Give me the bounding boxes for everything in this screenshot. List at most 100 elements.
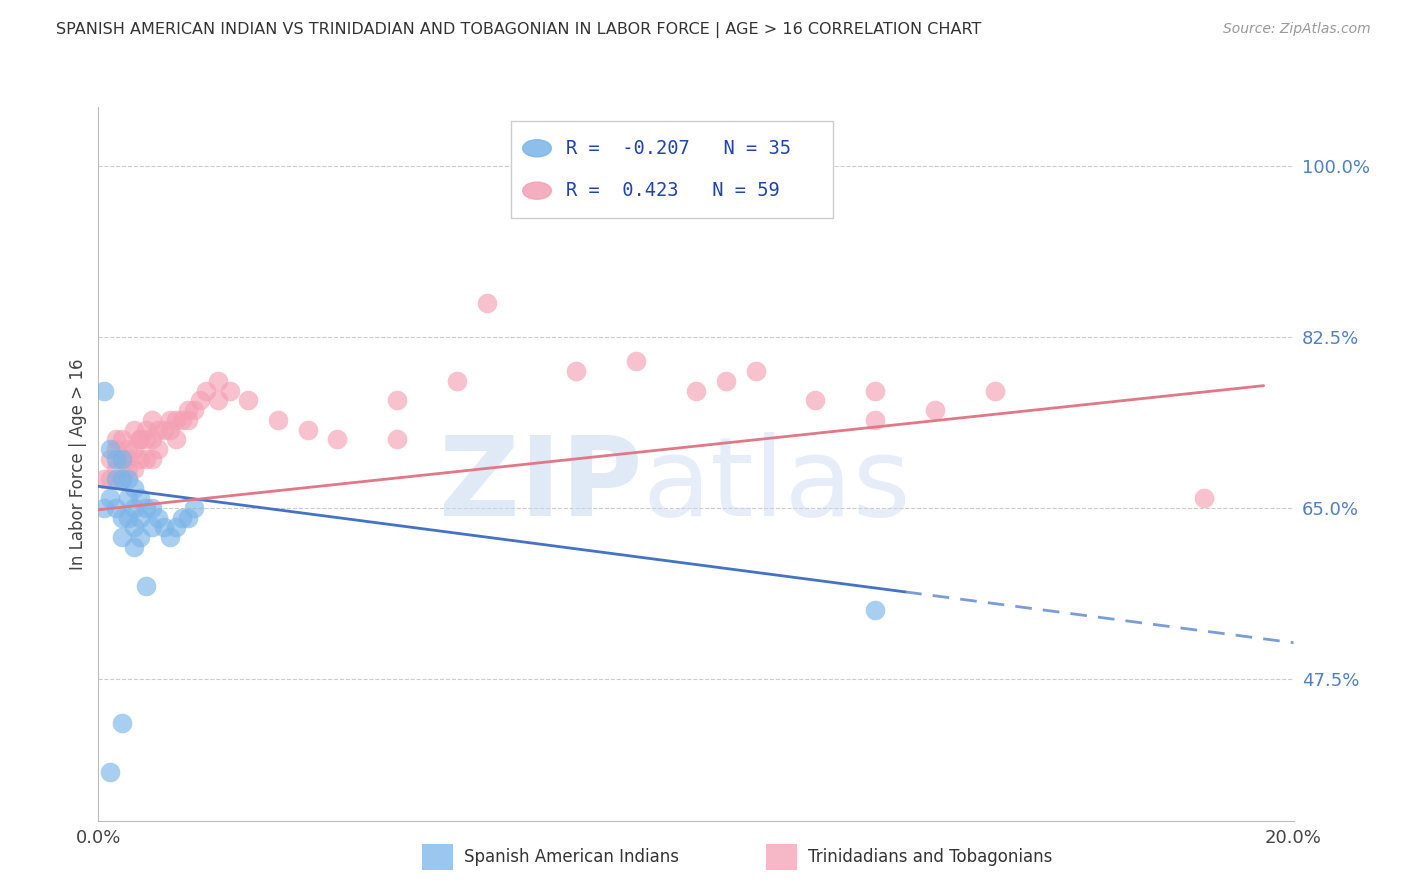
Point xyxy=(124,423,146,437)
Text: R =  0.423   N = 59: R = 0.423 N = 59 xyxy=(565,181,779,200)
Point xyxy=(111,433,134,447)
Point xyxy=(165,520,187,534)
Text: atlas: atlas xyxy=(643,432,911,539)
Point xyxy=(117,510,139,524)
Point xyxy=(207,374,229,388)
Point xyxy=(105,442,128,457)
Point xyxy=(194,384,218,398)
Point xyxy=(105,433,128,447)
Point xyxy=(111,452,134,467)
Point xyxy=(865,603,887,617)
Point xyxy=(124,442,146,457)
Point xyxy=(177,403,200,417)
Point xyxy=(117,452,139,467)
Text: ZIP: ZIP xyxy=(439,432,643,539)
Point xyxy=(685,384,707,398)
Point xyxy=(177,413,200,427)
Point xyxy=(105,500,128,515)
Point xyxy=(177,510,200,524)
Point xyxy=(297,423,319,437)
Point xyxy=(98,471,122,485)
Point xyxy=(129,510,152,524)
Point xyxy=(98,452,122,467)
Point xyxy=(129,452,152,467)
Point xyxy=(124,461,146,475)
Point xyxy=(141,413,163,427)
Point xyxy=(148,442,170,457)
Point xyxy=(624,354,647,368)
Point xyxy=(105,461,128,475)
Point xyxy=(865,413,887,427)
Point xyxy=(111,715,134,730)
Point xyxy=(983,384,1005,398)
Point xyxy=(267,413,290,427)
Point xyxy=(111,530,134,544)
Point xyxy=(141,520,163,534)
Point xyxy=(129,433,152,447)
Point xyxy=(124,500,146,515)
Point xyxy=(111,510,134,524)
Point xyxy=(111,471,134,485)
Point xyxy=(865,384,887,398)
Point xyxy=(183,403,205,417)
Point xyxy=(93,471,115,485)
Point xyxy=(207,393,229,408)
Point xyxy=(745,364,768,378)
Point xyxy=(565,364,588,378)
Point xyxy=(236,393,259,408)
Point xyxy=(924,403,946,417)
Point xyxy=(385,433,409,447)
Point xyxy=(141,500,163,515)
Point xyxy=(159,530,181,544)
Point xyxy=(148,510,170,524)
Point xyxy=(326,433,349,447)
Point xyxy=(124,481,146,495)
Point xyxy=(172,510,194,524)
Text: Source: ZipAtlas.com: Source: ZipAtlas.com xyxy=(1223,22,1371,37)
Point xyxy=(153,520,176,534)
Text: SPANISH AMERICAN INDIAN VS TRINIDADIAN AND TOBAGONIAN IN LABOR FORCE | AGE > 16 : SPANISH AMERICAN INDIAN VS TRINIDADIAN A… xyxy=(56,22,981,38)
Point xyxy=(129,530,152,544)
Y-axis label: In Labor Force | Age > 16: In Labor Force | Age > 16 xyxy=(69,358,87,570)
Point xyxy=(117,461,139,475)
Point xyxy=(111,471,134,485)
Point xyxy=(135,579,157,593)
Point xyxy=(159,423,181,437)
Point xyxy=(135,423,157,437)
Point xyxy=(124,540,146,554)
Point xyxy=(105,471,128,485)
Point xyxy=(117,471,139,485)
Point xyxy=(165,413,187,427)
Point xyxy=(148,423,170,437)
Text: Trinidadians and Tobagonians: Trinidadians and Tobagonians xyxy=(808,848,1053,866)
Point xyxy=(172,413,194,427)
Point xyxy=(159,413,181,427)
Point xyxy=(804,393,827,408)
Point xyxy=(135,452,157,467)
Text: Spanish American Indians: Spanish American Indians xyxy=(464,848,679,866)
Point xyxy=(117,442,139,457)
Circle shape xyxy=(523,182,551,199)
Point xyxy=(1192,491,1215,505)
Point xyxy=(98,764,122,779)
Point xyxy=(385,393,409,408)
Point xyxy=(165,433,187,447)
Point xyxy=(124,520,146,534)
Point xyxy=(93,500,115,515)
Text: R =  -0.207   N = 35: R = -0.207 N = 35 xyxy=(565,139,790,158)
Point xyxy=(188,393,211,408)
Point xyxy=(105,452,128,467)
Point xyxy=(135,500,157,515)
Point xyxy=(141,433,163,447)
Point xyxy=(93,384,115,398)
Point xyxy=(111,452,134,467)
Point xyxy=(98,442,122,457)
Point xyxy=(129,433,152,447)
Point xyxy=(153,423,176,437)
Circle shape xyxy=(523,140,551,157)
Point xyxy=(714,374,737,388)
Point xyxy=(219,384,242,398)
Point xyxy=(98,491,122,505)
Point xyxy=(446,374,468,388)
Point xyxy=(141,452,163,467)
